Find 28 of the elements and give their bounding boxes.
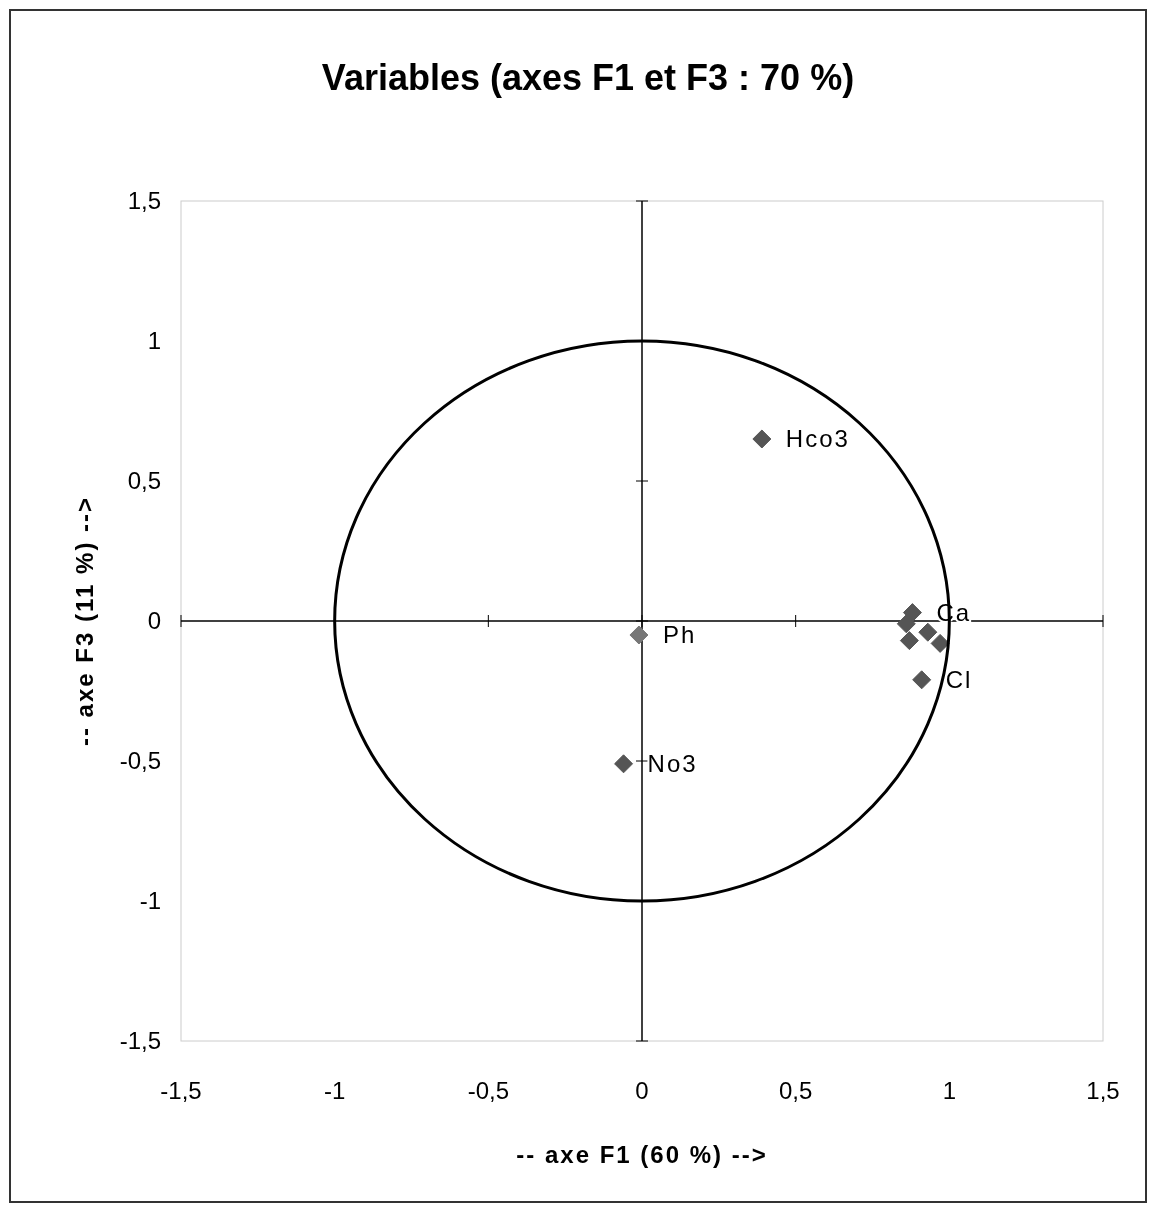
y-axis-title: -- axe F3 (11 %) --> xyxy=(71,495,98,747)
y-tick-label: -0,5 xyxy=(119,747,161,774)
series-label: Hco3 xyxy=(785,425,850,452)
point xyxy=(896,614,916,634)
point xyxy=(930,633,950,653)
x-tick-label: 0,5 xyxy=(778,1077,813,1104)
series-label: Cl xyxy=(945,665,973,693)
y-tick-label: 0,5 xyxy=(127,467,161,494)
x-tick-label: 1,5 xyxy=(1086,1077,1120,1104)
chart-title: Variables (axes F1 et F3 : 70 %) xyxy=(321,57,855,98)
x-tick-label: -0,5 xyxy=(467,1077,510,1104)
point xyxy=(918,622,938,642)
point xyxy=(752,429,772,449)
point xyxy=(614,754,634,774)
y-tick-label: -1 xyxy=(139,887,161,914)
x-tick-label: 1 xyxy=(942,1077,957,1104)
x-tick-label: -1 xyxy=(323,1077,346,1104)
point xyxy=(899,631,919,651)
series-label: Ph xyxy=(662,621,697,648)
point xyxy=(912,670,932,690)
point xyxy=(629,625,649,645)
y-tick-label: 1,5 xyxy=(127,187,161,214)
x-axis-title: -- axe F1 (60 %) --> xyxy=(516,1141,768,1168)
y-tick-label: 1 xyxy=(147,327,161,354)
y-tick-label: -1,5 xyxy=(119,1027,161,1054)
series-label: No3 xyxy=(647,749,698,777)
x-tick-label: 0 xyxy=(635,1077,649,1104)
y-tick-label: 0 xyxy=(147,607,161,634)
